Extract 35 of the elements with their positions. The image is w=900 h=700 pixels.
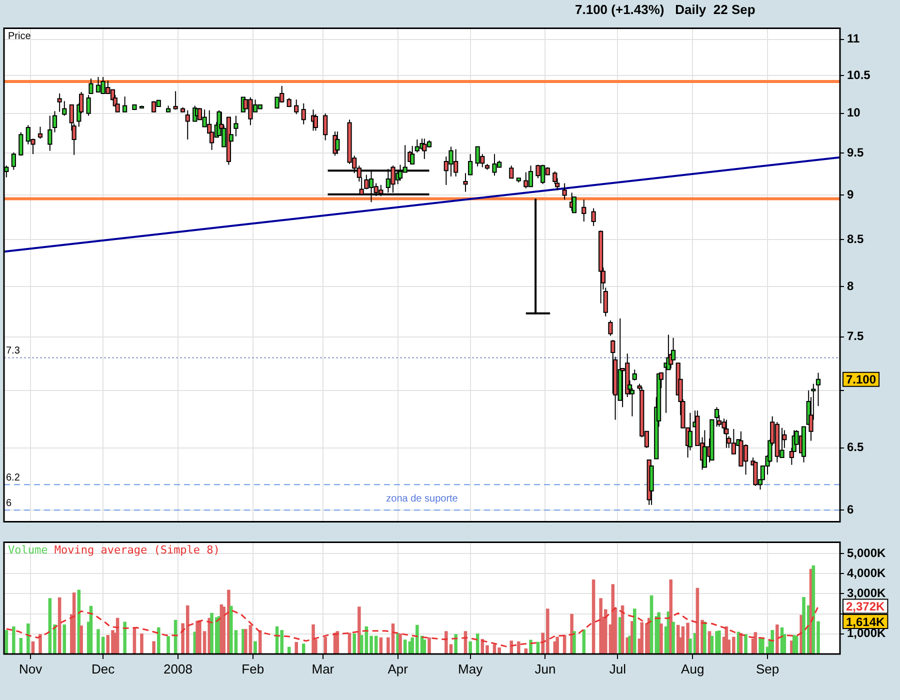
- text: Volume: [8, 544, 48, 557]
- annotation: zona de suporte: [386, 494, 458, 505]
- y-tick-label: 5,000K: [847, 546, 886, 560]
- y-tick-label: 9.5: [847, 146, 864, 160]
- y-tick-label: 10: [847, 106, 861, 120]
- x-tick-label: Apr: [388, 661, 409, 676]
- y-tick-label: 8: [847, 279, 854, 293]
- y-tick-label: 4,000K: [847, 566, 886, 580]
- x-tick-label: Mar: [312, 661, 335, 676]
- y-axis-title: Price: [8, 30, 32, 42]
- x-tick-label: Dec: [92, 661, 116, 676]
- ref-line-label: 6: [6, 498, 12, 509]
- x-tick-label: May: [458, 661, 484, 676]
- y-tick-label: 8.5: [847, 232, 864, 246]
- y-tick-label: 7.5: [847, 329, 864, 344]
- annotation: 2,372K: [846, 600, 886, 614]
- x-tick-label: Sep: [756, 661, 780, 676]
- ref-line-label: 6.2: [6, 472, 20, 484]
- chart-title: 7.100 (+1.43%) Daily 22 Sep: [575, 2, 756, 17]
- x-tick-label: Nov: [19, 661, 43, 676]
- text: Moving average (Simple 8): [54, 544, 220, 557]
- y-tick-label: 10.5: [847, 68, 871, 82]
- y-tick-label: 9: [847, 188, 854, 202]
- x-tick-label: 2008: [164, 661, 192, 676]
- y-tick-label: 3,000K: [847, 586, 886, 600]
- annotation: 7.100: [846, 372, 876, 387]
- x-tick-label: Jun: [534, 661, 556, 676]
- ref-line-label: 7.3: [6, 346, 20, 357]
- y-tick-label: 6: [847, 502, 854, 516]
- y-tick-label: 6.5: [847, 440, 864, 454]
- y-tick-label: 11: [847, 32, 860, 46]
- annotation: 1,614K: [846, 614, 886, 629]
- x-tick-label: Jul: [609, 661, 626, 676]
- x-tick-label: Feb: [242, 661, 264, 676]
- x-tick-label: Aug: [681, 661, 704, 676]
